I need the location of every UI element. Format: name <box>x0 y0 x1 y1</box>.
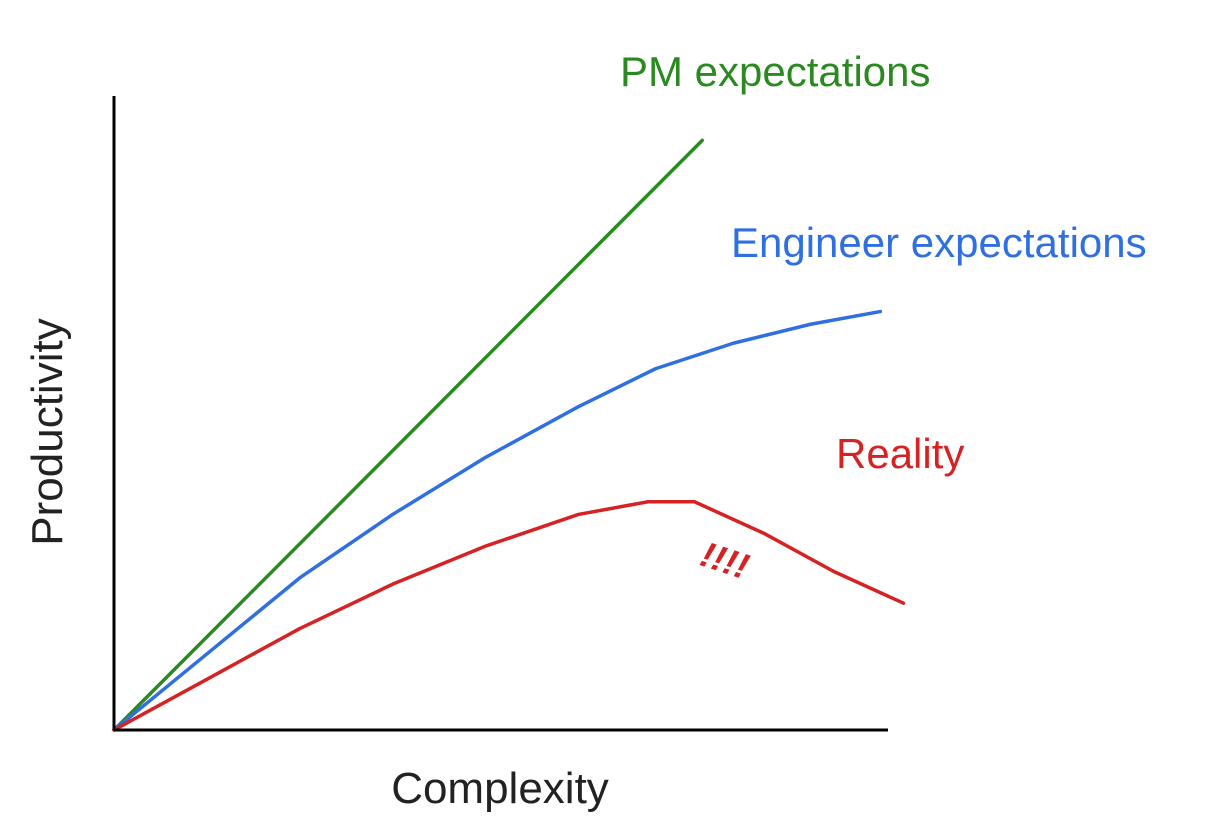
engineer-expectations-label: Engineer expectations <box>731 219 1147 266</box>
series-layer <box>112 138 906 732</box>
reality-label: Reality <box>836 430 964 477</box>
series-line-pm-expectations <box>112 138 704 732</box>
x-axis-label: Complexity <box>391 764 609 813</box>
series-line-reality <box>112 500 906 732</box>
pm-expectations-label: PM expectations <box>620 48 931 95</box>
y-axis-label: Productivity <box>23 318 72 545</box>
series-line-engineer-expectations <box>112 309 883 732</box>
warning-annotation: !!!! <box>696 533 754 587</box>
